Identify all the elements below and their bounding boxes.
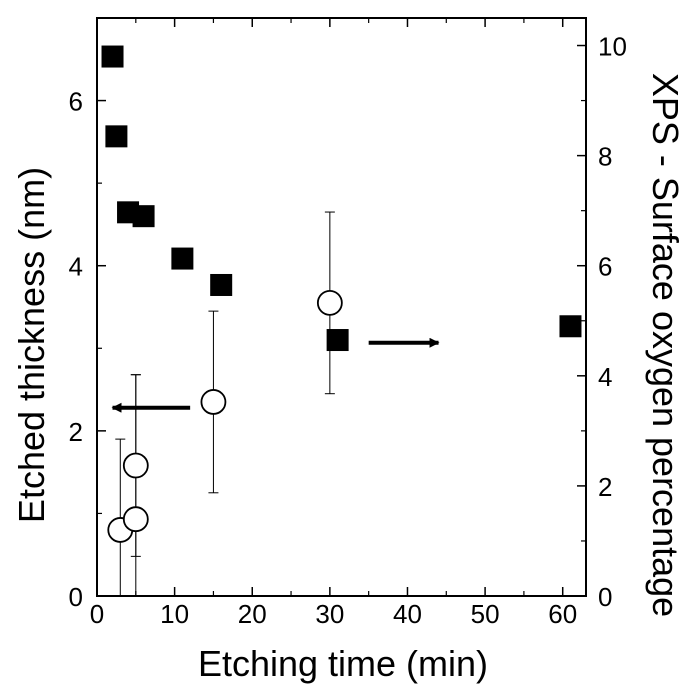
y-left-tick-label: 0 [69,582,83,612]
y-left-tick-label: 2 [69,417,83,447]
x-tick-label: 60 [548,599,577,629]
x-tick-label: 50 [471,599,500,629]
x-tick-label: 0 [90,599,104,629]
data-point-square [132,205,155,228]
data-point-circle [200,389,227,415]
data-point-square [105,125,128,148]
plot-area [96,17,587,597]
x-axis-title: Etching time (min) [198,643,488,684]
annotation-arrows [111,337,440,413]
data-point-circle [316,289,343,316]
x-tick-label: 10 [160,599,189,629]
y-right-tick-label: 0 [598,582,612,612]
x-tick-label: 30 [315,599,344,629]
data-points [101,45,582,543]
y-right-tick-label: 10 [598,32,627,62]
y-left-tick-label: 4 [69,252,83,282]
plot-frame [96,17,587,597]
x-tick-label: 20 [238,599,267,629]
data-point-circle [122,452,149,479]
y-right-tick-label: 4 [598,362,612,392]
data-point-square [559,315,582,338]
data-point-square [171,247,194,270]
data-point-square [210,273,233,296]
data-point-square [326,329,349,352]
y-right-tick-label: 6 [598,252,612,282]
y-axis-right-title: XPS - Surface oxygen percentage [645,73,686,617]
data-point-square [101,45,124,68]
y-axis-left-title: Etched thickness (nm) [11,167,52,523]
x-tick-label: 40 [393,599,422,629]
y-right-tick-label: 8 [598,142,612,172]
y-left-tick-label: 6 [69,87,83,117]
y-right-tick-label: 2 [598,472,612,502]
data-point-circle [122,506,149,533]
